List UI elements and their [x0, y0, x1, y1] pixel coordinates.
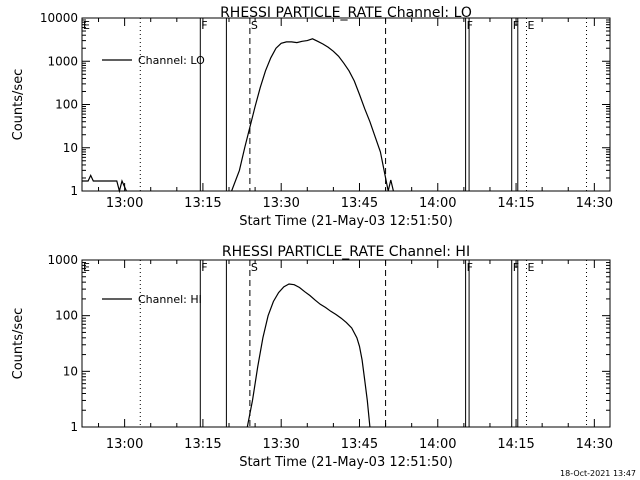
y-tick-label: 10	[63, 364, 78, 378]
event-marker-label: F	[467, 19, 473, 32]
event-marker-label: S	[251, 19, 258, 32]
footer-timestamp: 18-Oct-2021 13:47	[560, 469, 636, 478]
x-tick-label: 14:30	[576, 196, 613, 211]
x-tick-label: 14:00	[419, 196, 456, 211]
event-marker-label: E	[527, 261, 534, 274]
event-marker-label: E	[83, 261, 90, 274]
chart-title: RHESSI PARTICLE_RATE Channel: HI	[222, 244, 470, 260]
chart-panel-1: RHESSI PARTICLE_RATE Channel: LO 1 10 100 10…	[11, 5, 613, 229]
y-tick-label: 1	[70, 420, 78, 434]
x-tick-label: 13:15	[184, 196, 221, 211]
event-marker-label: E	[83, 19, 90, 32]
chart-panel-2: RHESSI PARTICLE_RATE Channel: HI 1 10 100 10…	[11, 244, 613, 470]
series-line	[231, 38, 394, 192]
legend-label: Channel: HI	[138, 293, 202, 306]
x-tick-label: 13:00	[106, 196, 143, 211]
y-axis-label: Counts/sec	[11, 69, 26, 141]
x-tick-label: 13:00	[106, 437, 143, 452]
x-tick-label: 14:15	[497, 437, 534, 452]
x-tick-label: 13:45	[341, 437, 378, 452]
y-axis-label: Counts/sec	[11, 308, 26, 380]
x-tick-label: 13:30	[262, 437, 299, 452]
y-tick-label: 1000	[47, 253, 78, 267]
y-tick-label: 100	[55, 98, 78, 112]
event-marker-label: E	[527, 19, 534, 32]
event-marker-label: F	[513, 19, 519, 32]
y-tick-label: 10	[63, 141, 78, 155]
x-axis-label: Start Time (21-May-03 12:51:50)	[239, 214, 453, 229]
y-tick-label: 1000	[47, 54, 78, 68]
x-tick-label: 14:15	[497, 196, 534, 211]
series-line	[246, 283, 371, 428]
chart-title: RHESSI PARTICLE_RATE Channel: LO	[220, 5, 472, 21]
y-tick-label: 10000	[40, 11, 78, 25]
x-tick-label: 13:30	[262, 196, 299, 211]
event-marker-label: F	[467, 261, 473, 274]
x-axis-label: Start Time (21-May-03 12:51:50)	[239, 455, 453, 470]
x-tick-label: 13:15	[184, 437, 221, 452]
y-tick-label: 100	[55, 309, 78, 323]
plot-frame	[81, 17, 611, 192]
x-tick-label: 14:00	[419, 437, 456, 452]
legend-label: Channel: LO	[138, 54, 205, 67]
y-tick-label: 1	[70, 184, 78, 198]
event-marker-label: F	[201, 19, 207, 32]
x-tick-label: 14:30	[576, 437, 613, 452]
event-marker-label: S	[251, 261, 258, 274]
plot-frame	[81, 259, 611, 428]
event-marker-label: F	[513, 261, 519, 274]
event-marker-label: F	[201, 261, 207, 274]
series-line	[82, 173, 127, 194]
x-tick-label: 13:45	[341, 196, 378, 211]
